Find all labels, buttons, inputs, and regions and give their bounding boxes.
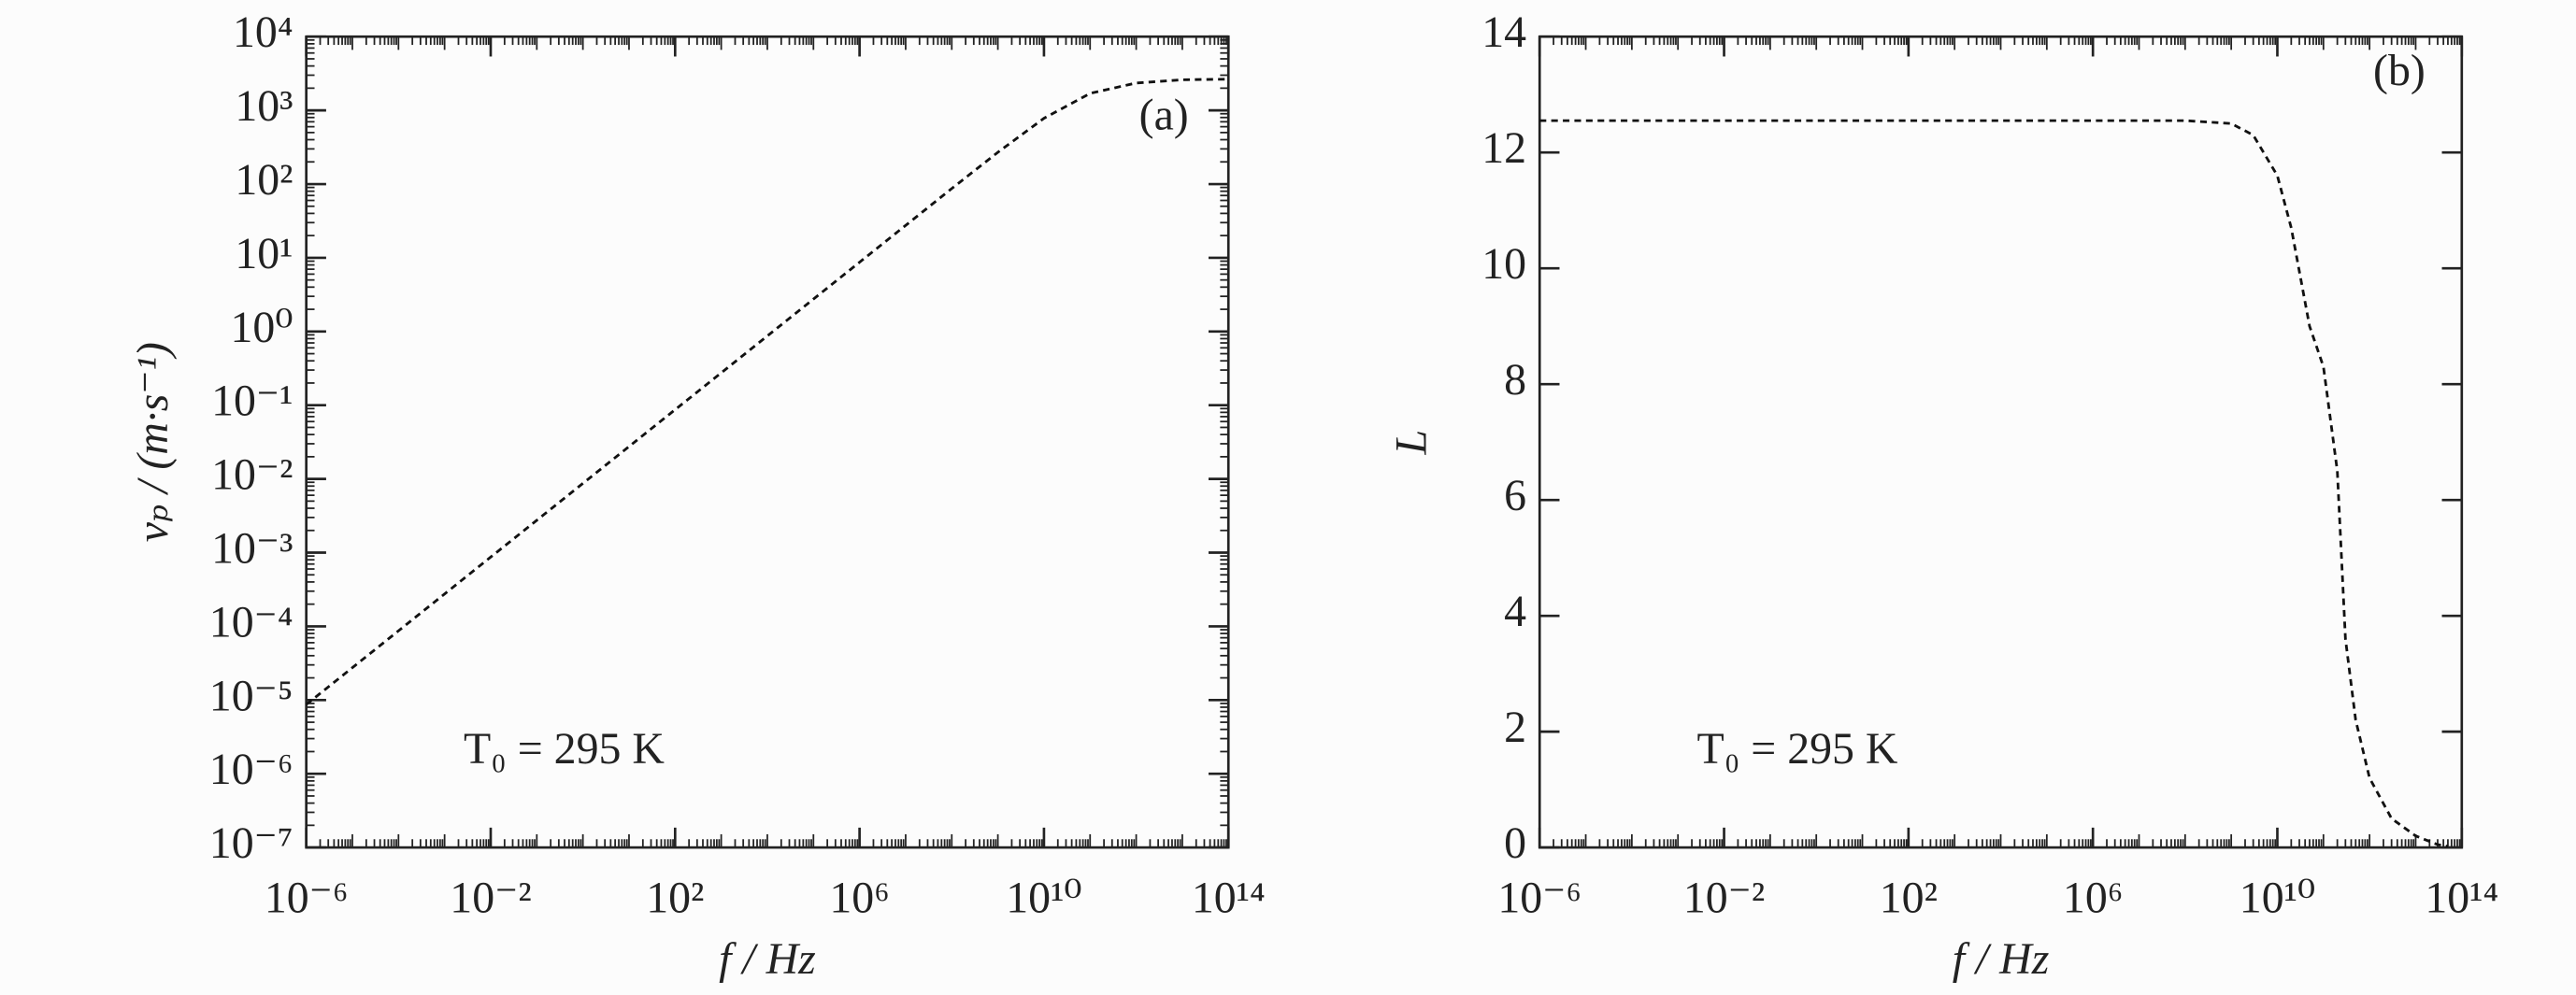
x-tick-label: 10⁻⁶ xyxy=(265,874,349,923)
panel-label: (b) xyxy=(2373,46,2426,95)
x-tick-label: 10⁶ xyxy=(829,874,889,923)
y-tick-label: 10⁰ xyxy=(231,303,293,352)
x-tick-label: 10¹⁰ xyxy=(1006,874,1081,923)
y-tick-label: 10⁻⁷ xyxy=(209,818,293,868)
y-tick-label: 10⁻⁶ xyxy=(209,745,293,794)
x-tick-label: 10¹⁴ xyxy=(2425,874,2498,923)
panel: 10⁻⁶ 10⁻² 10² 10⁶ 10¹⁰ 10¹⁴ 0 2 4 6 8 10 12 14 f / Hz L… xyxy=(1386,7,2498,984)
annotation: T₀ = 295 K xyxy=(464,724,665,774)
panel-label: (a) xyxy=(1139,91,1189,140)
y-tick-label: 0 xyxy=(1504,818,1526,868)
y-axis-label: L xyxy=(1386,430,1436,456)
y-tick-label: 6 xyxy=(1504,471,1526,520)
annotation: T₀ = 295 K xyxy=(1696,724,1897,774)
plot-frame xyxy=(305,35,1230,849)
data-line xyxy=(1539,119,2449,848)
y-tick-label: 10¹ xyxy=(235,229,293,278)
x-tick-label: 10¹⁰ xyxy=(2240,874,2315,923)
plot-frame xyxy=(1538,35,2464,849)
x-tick-label: 10⁶ xyxy=(2063,874,2123,923)
y-tick-label: 10⁻⁴ xyxy=(209,597,293,647)
x-tick-label: 10² xyxy=(1880,874,1938,923)
y-tick-label: 10⁻³ xyxy=(211,523,293,573)
y-tick-label: 10³ xyxy=(235,81,293,131)
y-tick-label: 8 xyxy=(1504,355,1526,405)
y-tick-label: 4 xyxy=(1504,587,1526,636)
y-axis-label: vₚ / (m·s⁻¹) xyxy=(128,342,178,542)
x-axis-label: f / Hz xyxy=(1953,934,2050,984)
panel: 10⁻⁶ 10⁻² 10² 10⁶ 10¹⁰ 10¹⁴ 10⁻⁷ 10⁻⁶ 10⁻⁵ 10⁻⁴ 10… xyxy=(128,7,1265,984)
data-line xyxy=(305,78,1229,706)
y-tick-label: 10⁴ xyxy=(233,7,293,57)
x-tick-label: 10⁻² xyxy=(1683,874,1765,923)
y-tick-label: 10⁻² xyxy=(211,450,293,500)
y-tick-label: 2 xyxy=(1504,703,1526,752)
x-axis-label: f / Hz xyxy=(719,934,816,984)
x-tick-label: 10² xyxy=(646,874,704,923)
y-tick-label: 10 xyxy=(1481,239,1526,289)
y-tick-label: 12 xyxy=(1481,123,1526,173)
x-tick-label: 10¹⁴ xyxy=(1192,874,1266,923)
y-tick-label: 10⁻⁵ xyxy=(209,671,293,720)
x-tick-label: 10⁻⁶ xyxy=(1497,874,1581,923)
x-tick-label: 10⁻² xyxy=(450,874,531,923)
y-tick-label: 14 xyxy=(1481,7,1526,57)
y-tick-label: 10² xyxy=(235,155,293,205)
y-tick-label: 10⁻¹ xyxy=(211,377,293,426)
